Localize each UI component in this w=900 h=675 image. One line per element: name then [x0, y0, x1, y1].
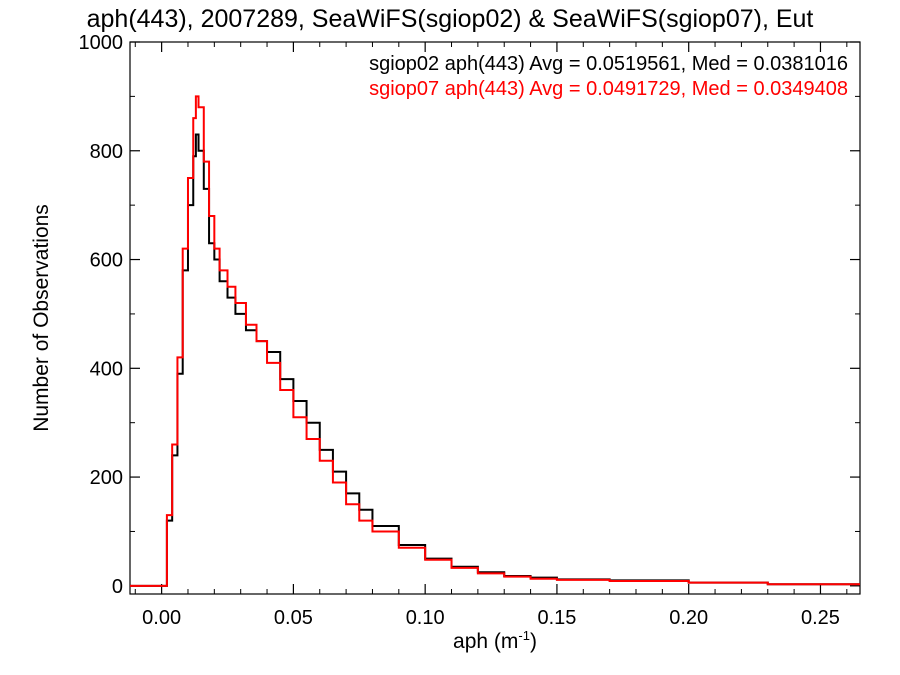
series-line-sgiop07 — [130, 95, 860, 587]
x-axis-label-superscript: -1 — [518, 628, 530, 643]
series-line-sgiop02 — [130, 133, 860, 587]
x-axis-label-close: ) — [530, 630, 537, 653]
x-tick-label: 0.15 — [537, 607, 576, 629]
x-tick-label: 0.05 — [274, 607, 313, 629]
y-tick-label: 200 — [90, 467, 123, 489]
series-sgiop07 — [130, 95, 860, 587]
y-tick-label: 600 — [90, 250, 123, 272]
chart-title: aph(443), 2007289, SeaWiFS(sgiop02) & Se… — [87, 5, 814, 33]
y-tick-label: 400 — [90, 358, 123, 380]
x-tick-label: 0.20 — [669, 607, 708, 629]
y-tick-label: 1000 — [79, 32, 124, 54]
x-tick-label: 0.10 — [406, 607, 445, 629]
y-tick-label: 0 — [112, 576, 123, 598]
y-axis-label: Number of Observations — [30, 204, 53, 432]
legend-entry-sgiop02: sgiop02 aph(443) Avg = 0.0519561, Med = … — [369, 53, 848, 75]
x-tick-label: 0.25 — [801, 607, 840, 629]
plot-frame — [129, 41, 861, 595]
legend-entry-sgiop07: sgiop07 aph(443) Avg = 0.0491729, Med = … — [369, 78, 848, 100]
x-tick-label: 0.00 — [142, 607, 181, 629]
x-axis-label: aph (m-1) — [453, 628, 537, 653]
series-sgiop02 — [130, 133, 860, 587]
x-axis-label-main: aph (m — [453, 630, 518, 653]
axis-ticks: 0.00 0.05 0.10 0.15 0.20 0.25 0 200 400 600 800 100… — [79, 32, 860, 629]
y-tick-label: 800 — [90, 141, 123, 163]
series-layer — [130, 95, 860, 587]
